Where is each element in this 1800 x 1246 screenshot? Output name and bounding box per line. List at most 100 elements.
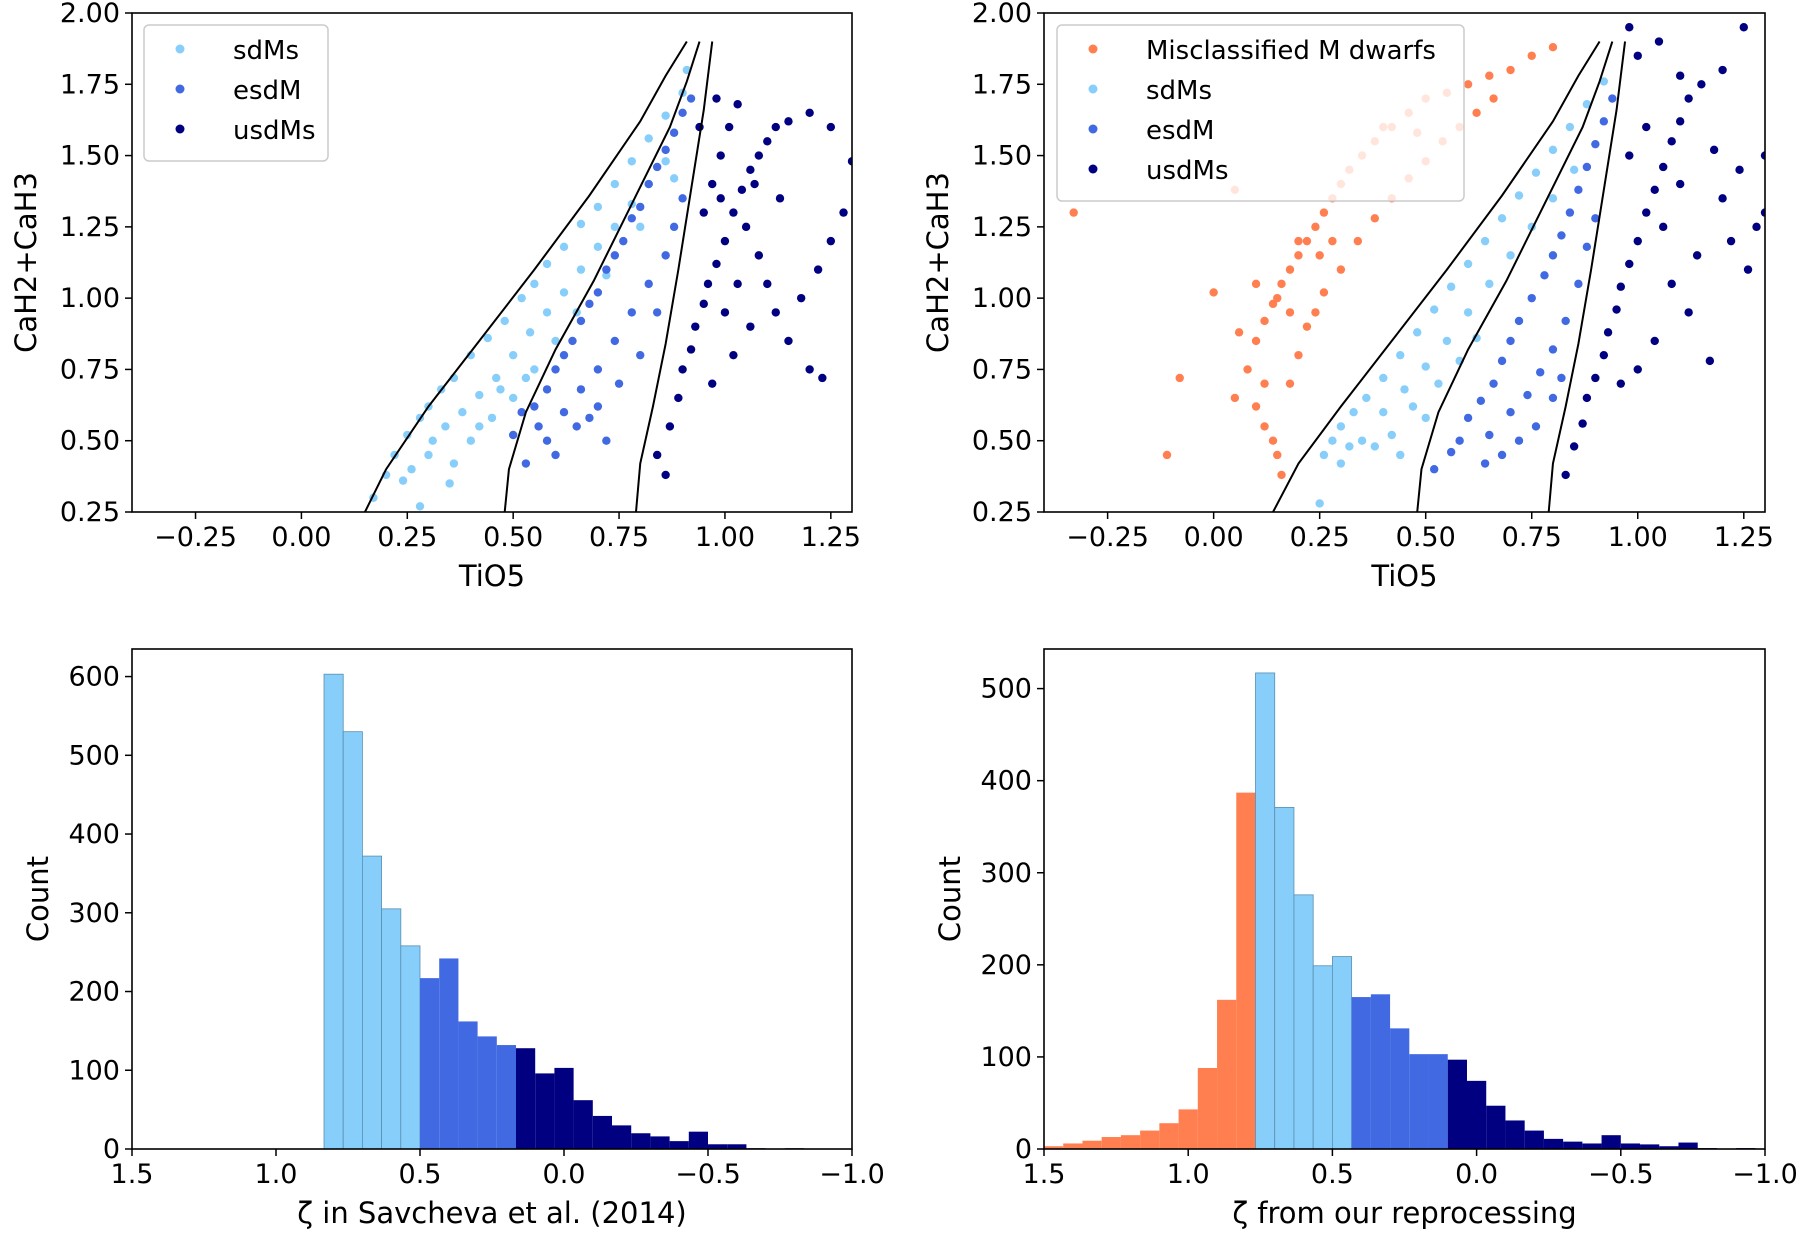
y-tick-label: 1.00 <box>60 283 120 314</box>
histogram-bar <box>1447 1059 1467 1149</box>
data-point <box>1328 436 1337 445</box>
data-point <box>763 279 772 289</box>
data-point <box>1548 345 1558 354</box>
x-tick-label: 0.50 <box>483 522 543 553</box>
series-esdm <box>1429 94 1617 474</box>
x-tick-label: 0.0 <box>543 1159 586 1190</box>
y-tick-label: 0.25 <box>972 497 1032 528</box>
data-point <box>517 408 526 417</box>
data-point <box>1548 145 1558 155</box>
legend: sdMs esdM usdMs <box>143 24 329 162</box>
y-axis-label: CaH2+CaH3 <box>9 172 43 353</box>
data-point <box>1739 23 1748 32</box>
data-point <box>1735 165 1744 175</box>
histogram-bar <box>400 945 421 1149</box>
histogram-bar <box>1620 1143 1641 1149</box>
x-tick-label: 1.00 <box>1608 522 1668 553</box>
data-point <box>424 450 433 460</box>
data-point <box>1336 459 1346 468</box>
data-point <box>1531 168 1541 177</box>
histogram-bar <box>515 1048 536 1149</box>
data-point <box>746 322 755 331</box>
data-point <box>1760 151 1765 160</box>
data-point <box>1362 393 1371 403</box>
legend-label: Misclassified M dwarfs <box>1146 36 1436 66</box>
data-point <box>1379 408 1388 417</box>
data-point <box>530 402 539 411</box>
data-point <box>398 476 408 485</box>
x-tick-label: 0.75 <box>589 522 649 553</box>
data-point <box>652 308 662 317</box>
legend-label: sdMs <box>1146 76 1212 106</box>
data-point <box>665 422 675 431</box>
data-point <box>1760 208 1765 217</box>
data-point <box>1650 336 1659 346</box>
data-point <box>1659 162 1668 172</box>
data-point <box>593 242 603 252</box>
data-point <box>661 470 670 480</box>
series-usdms <box>652 94 852 480</box>
histogram-bar <box>458 1021 478 1149</box>
data-point <box>691 322 700 331</box>
data-point <box>1527 51 1536 60</box>
data-point <box>1294 350 1303 360</box>
legend-label: esdM <box>1146 116 1214 146</box>
data-point <box>678 365 687 374</box>
data-point <box>1345 442 1354 451</box>
y-axis-label: Count <box>933 856 967 942</box>
legend-marker <box>1088 44 1098 54</box>
data-point <box>572 422 581 431</box>
histogram-bar <box>1332 956 1353 1149</box>
data-point <box>1463 259 1473 269</box>
x-tick-label: −1.0 <box>1732 1159 1798 1190</box>
plot-area <box>323 673 805 1149</box>
data-point <box>771 122 780 132</box>
data-point <box>636 222 645 232</box>
y-tick-label: 500 <box>68 740 120 771</box>
y-tick-label: 1.50 <box>60 141 120 172</box>
histogram-bar <box>1370 994 1391 1149</box>
data-point <box>720 236 730 246</box>
data-point <box>1548 194 1558 203</box>
data-point <box>1336 422 1346 431</box>
data-point <box>1315 499 1324 508</box>
data-point <box>576 316 586 326</box>
histogram-bar <box>1543 1138 1564 1149</box>
data-point <box>551 336 560 346</box>
y-tick-label: 1.75 <box>60 69 120 100</box>
y-tick-label: 0.75 <box>972 354 1032 385</box>
data-point <box>1294 251 1303 260</box>
histogram-bar <box>1582 1143 1602 1149</box>
data-point <box>1480 236 1490 246</box>
histogram-bar <box>1486 1105 1506 1149</box>
data-point <box>445 479 454 488</box>
data-point <box>686 345 696 354</box>
data-point <box>818 373 827 383</box>
data-point <box>559 242 569 252</box>
x-tick-label: 0.25 <box>1290 522 1350 553</box>
data-point <box>1574 185 1583 194</box>
histogram-bar <box>477 1036 497 1149</box>
histogram-bar <box>1409 1054 1429 1149</box>
data-point <box>407 465 416 474</box>
data-point <box>1625 151 1634 160</box>
data-point <box>521 459 531 468</box>
data-point <box>1548 393 1558 403</box>
data-point <box>1319 288 1329 297</box>
y-tick-label: 400 <box>68 819 120 850</box>
data-point <box>1612 305 1621 314</box>
hist_right: 1.5 1.0 0.5 0.0 −0.5 −1.0 0 100 200 300 400 500 ζ fr… <box>933 648 1798 1230</box>
histogram-bar <box>1505 1120 1525 1149</box>
histogram-bar <box>496 1045 517 1149</box>
y-tick-label: 0 <box>103 1134 120 1165</box>
data-point <box>1408 402 1418 411</box>
data-point <box>644 179 653 189</box>
histogram-bar <box>1659 1146 1679 1149</box>
data-point <box>1642 122 1651 132</box>
data-point <box>585 299 594 309</box>
data-point <box>771 308 780 317</box>
data-point <box>1319 208 1329 217</box>
data-point <box>614 379 624 388</box>
axes-frame <box>131 648 853 1150</box>
plot-area <box>1044 672 1756 1149</box>
